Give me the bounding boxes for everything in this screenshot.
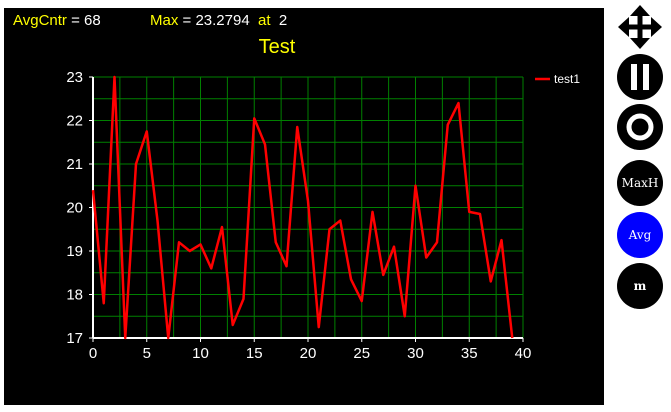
max-at-value: 2 xyxy=(278,12,288,29)
legend: test1 xyxy=(535,72,580,86)
x-tick-label: 10 xyxy=(192,345,209,362)
pause-icon xyxy=(631,64,649,90)
y-tick-label: 23 xyxy=(66,69,83,86)
maxh-button-label: MaxH xyxy=(621,176,659,190)
axis-layer: 0 5 10 15 20 25 30 35 40 17 18 19 20 21 22 23 xyxy=(66,69,531,362)
avg-counter-readout: AvgCntr = 68 xyxy=(13,12,101,29)
y-tick-label: 21 xyxy=(66,156,83,173)
avg-counter-value: = 68 xyxy=(66,12,101,29)
legend-label: test1 xyxy=(554,72,580,86)
series-layer xyxy=(91,75,514,340)
x-tick-label: 15 xyxy=(246,345,263,362)
maxh-button[interactable]: MaxH xyxy=(617,160,663,206)
pause-button[interactable] xyxy=(617,54,663,100)
m-button[interactable]: m xyxy=(617,263,663,309)
max-at-label: at xyxy=(258,12,271,29)
max-label: Max xyxy=(150,12,179,29)
chart-title: Test xyxy=(258,36,296,58)
max-value: = 23.2794 xyxy=(178,12,250,29)
record-button[interactable] xyxy=(617,104,663,150)
x-tick-label: 35 xyxy=(461,345,478,362)
chart-panel: AvgCntr = 68 Max = 23.2794 at 2 Test 0 5 1… xyxy=(4,8,604,405)
m-button-label: m xyxy=(633,279,647,293)
y-tick-label: 19 xyxy=(66,243,83,260)
x-tick-label: 20 xyxy=(300,345,317,362)
series-line-test1 xyxy=(91,75,514,340)
control-sidebar: MaxH Avg m xyxy=(612,0,668,412)
max-readout: Max = 23.2794 at 2 xyxy=(150,12,287,29)
y-tick-label: 18 xyxy=(66,287,83,304)
x-tick-label: 30 xyxy=(407,345,424,362)
y-tick-label: 22 xyxy=(66,113,83,130)
y-tick-label: 17 xyxy=(66,330,83,347)
four-arrows-move-icon xyxy=(618,5,662,49)
avg-counter-label: AvgCntr xyxy=(13,12,67,29)
x-tick-label: 40 xyxy=(515,345,532,362)
avg-button-label: Avg xyxy=(628,228,652,242)
record-circle-icon xyxy=(626,113,654,141)
x-tick-label: 0 xyxy=(89,345,97,362)
x-tick-label: 25 xyxy=(353,345,370,362)
move-button[interactable] xyxy=(617,4,663,50)
avg-button[interactable]: Avg xyxy=(617,212,663,258)
x-tick-label: 5 xyxy=(143,345,151,362)
line-chart: 0 5 10 15 20 25 30 35 40 17 18 19 20 21 22 23 test1 xyxy=(66,69,580,362)
y-tick-label: 20 xyxy=(66,200,83,217)
